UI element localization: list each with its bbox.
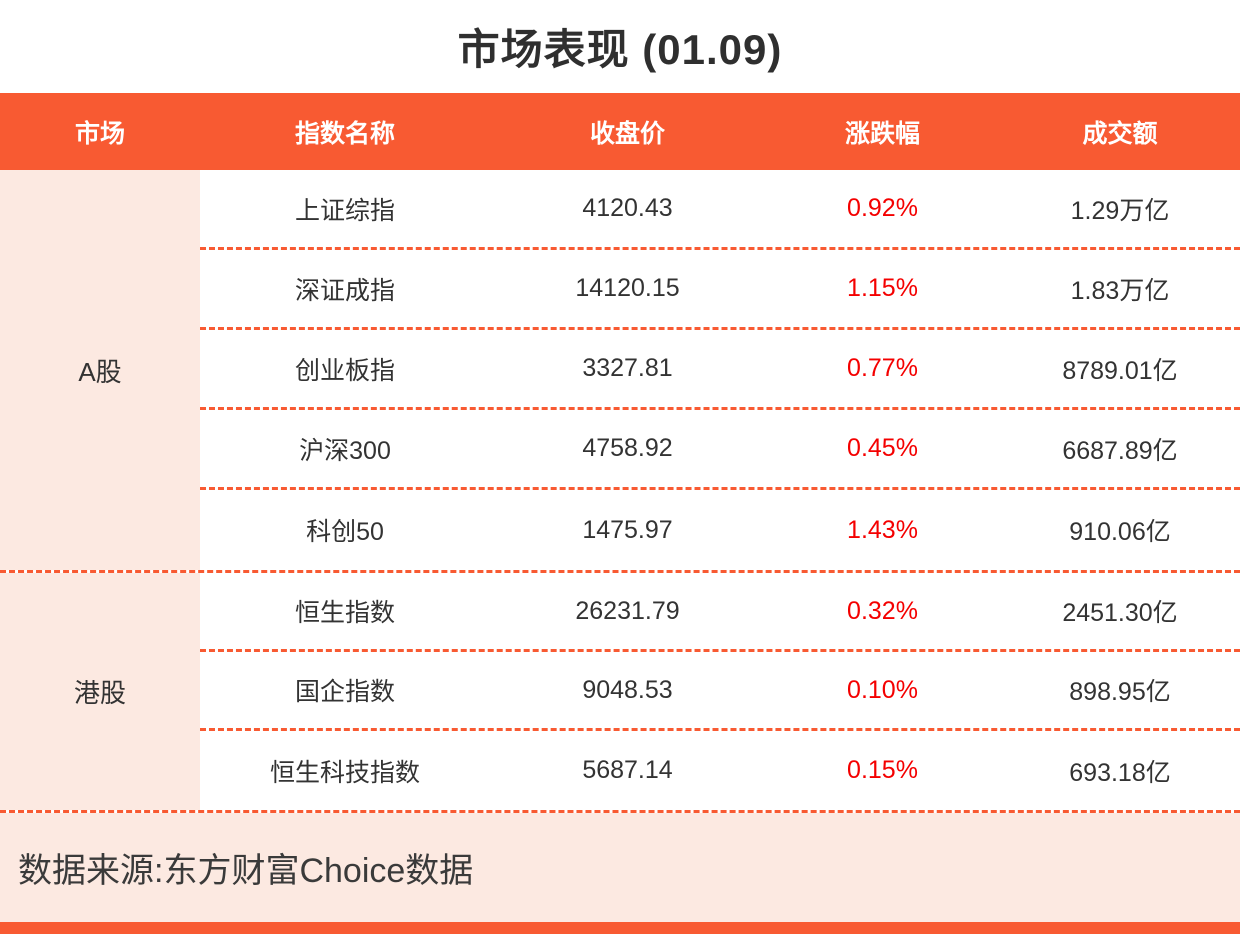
change-pct-cell: 0.77% xyxy=(847,354,918,382)
close-price-cell: 9048.53 xyxy=(582,675,673,704)
column-header-market: 市场 xyxy=(74,119,125,148)
change-pct-cell: 1.15% xyxy=(847,274,918,302)
close-price-cell: 14120.15 xyxy=(575,274,680,302)
index-name-cell: 上证综指 xyxy=(294,196,395,225)
index-name-cell: 沪深300 xyxy=(299,436,391,465)
change-pct-cell: 0.15% xyxy=(847,756,918,784)
table-row: 恒生科技指数 5687.14 0.15% 693.18亿 xyxy=(200,731,1240,810)
change-pct-cell: 1.43% xyxy=(847,515,918,544)
close-price-cell: 1475.97 xyxy=(582,515,673,544)
turnover-cell: 8789.01亿 xyxy=(1062,356,1178,385)
change-pct-cell: 0.92% xyxy=(847,194,918,222)
index-name-cell: 恒生科技指数 xyxy=(269,758,420,787)
index-name-cell: 恒生指数 xyxy=(294,599,395,627)
turnover-cell: 6687.89亿 xyxy=(1062,436,1178,465)
turnover-cell: 910.06亿 xyxy=(1069,518,1171,546)
change-pct-cell: 0.32% xyxy=(847,596,918,625)
bottom-accent-bar xyxy=(0,922,1240,934)
data-source-text: 数据来源:东方财富Choice数据 xyxy=(18,852,474,890)
group-rows: 上证综指 4120.43 0.92% 1.29万亿 深证成指 14120.15 … xyxy=(200,170,1240,570)
column-header-change: 涨跌幅 xyxy=(844,119,920,148)
index-name-cell: 科创50 xyxy=(306,518,384,546)
index-name-cell: 深证成指 xyxy=(294,276,395,305)
table-row: 科创50 1475.97 1.43% 910.06亿 xyxy=(200,490,1240,570)
change-pct-cell: 0.10% xyxy=(847,675,918,704)
market-group-label: 港股 xyxy=(0,573,200,810)
page-title: 市场表现 (01.09) xyxy=(457,26,783,73)
title-band: 市场表现 (01.09) xyxy=(0,0,1240,93)
market-group-hk-shares: 港股 恒生指数 26231.79 0.32% 2451.30亿 国企指数 904… xyxy=(0,573,1240,813)
table-body: A股 上证综指 4120.43 0.92% 1.29万亿 深证成指 14120.… xyxy=(0,170,1240,813)
market-group-label: A股 xyxy=(0,170,200,570)
turnover-cell: 1.29万亿 xyxy=(1070,196,1170,225)
footer-band: 数据来源:东方财富Choice数据 xyxy=(0,813,1240,922)
close-price-cell: 3327.81 xyxy=(582,354,673,382)
close-price-cell: 26231.79 xyxy=(575,596,680,625)
table-row: 恒生指数 26231.79 0.32% 2451.30亿 xyxy=(200,573,1240,652)
table-row: 深证成指 14120.15 1.15% 1.83万亿 xyxy=(200,250,1240,330)
table-row: 上证综指 4120.43 0.92% 1.29万亿 xyxy=(200,170,1240,250)
turnover-cell: 693.18亿 xyxy=(1069,758,1171,787)
change-pct-cell: 0.45% xyxy=(847,434,918,462)
market-group-a-shares: A股 上证综指 4120.43 0.92% 1.29万亿 深证成指 14120.… xyxy=(0,170,1240,573)
column-header-index: 指数名称 xyxy=(294,119,395,148)
table-row: 沪深300 4758.92 0.45% 6687.89亿 xyxy=(200,410,1240,490)
index-name-cell: 国企指数 xyxy=(294,678,395,706)
table-row: 国企指数 9048.53 0.10% 898.95亿 xyxy=(200,652,1240,731)
group-rows: 恒生指数 26231.79 0.32% 2451.30亿 国企指数 9048.5… xyxy=(200,573,1240,810)
turnover-cell: 2451.30亿 xyxy=(1062,599,1178,627)
close-price-cell: 4120.43 xyxy=(582,194,673,222)
turnover-cell: 1.83万亿 xyxy=(1070,276,1170,305)
close-price-cell: 4758.92 xyxy=(582,434,673,462)
turnover-cell: 898.95亿 xyxy=(1069,678,1171,706)
column-header-turnover: 成交额 xyxy=(1082,119,1158,148)
table-header-row: 市场 指数名称 收盘价 涨跌幅 成交额 xyxy=(0,93,1240,170)
table-row: 创业板指 3327.81 0.77% 8789.01亿 xyxy=(200,330,1240,410)
column-header-close: 收盘价 xyxy=(589,119,665,148)
close-price-cell: 5687.14 xyxy=(582,756,673,784)
index-name-cell: 创业板指 xyxy=(294,356,395,385)
